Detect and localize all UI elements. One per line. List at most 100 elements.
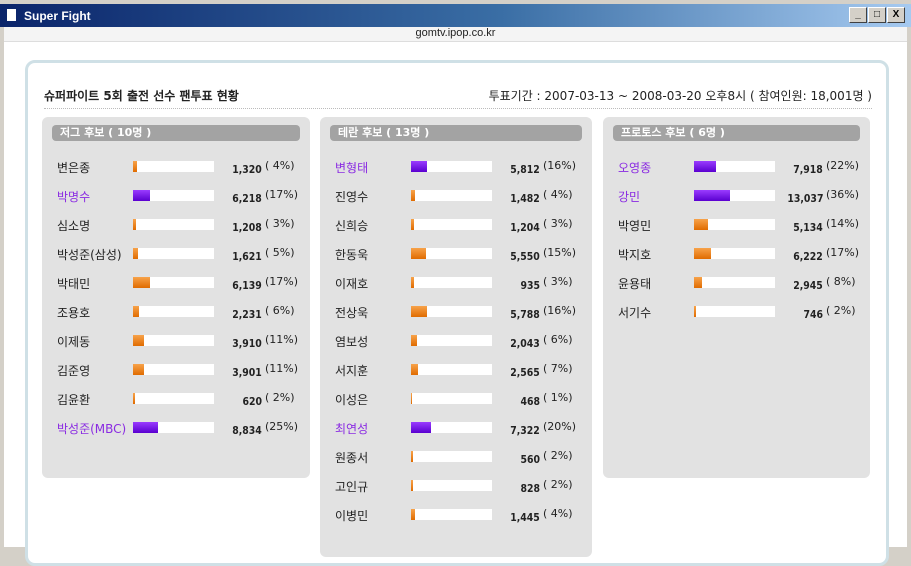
candidate-name[interactable]: 변은종 bbox=[57, 161, 91, 175]
vote-bar-fill bbox=[133, 422, 158, 433]
vote-bar-fill bbox=[694, 277, 702, 288]
candidate-name[interactable]: 이병민 bbox=[335, 509, 369, 523]
candidate-name[interactable]: 원종서 bbox=[335, 451, 369, 465]
candidate-name[interactable]: 박영민 bbox=[618, 219, 652, 233]
vote-bar-fill bbox=[133, 364, 144, 375]
vote-bar bbox=[694, 248, 775, 259]
candidate-name[interactable]: 김윤환 bbox=[57, 393, 91, 407]
vote-count: 3,910 bbox=[232, 337, 262, 350]
vote-bar bbox=[411, 509, 492, 520]
candidate-name[interactable]: 박성준(MBC) bbox=[57, 422, 127, 436]
title-bar: Super Fight _ □ X bbox=[0, 4, 911, 27]
vote-count: 560 bbox=[520, 453, 540, 466]
candidate-name[interactable]: 이성은 bbox=[335, 393, 369, 407]
candidate-name[interactable]: 최연성 bbox=[335, 422, 369, 436]
candidate-row: 전상욱 5,788 (16%) bbox=[335, 302, 585, 322]
vote-count: 2,565 bbox=[510, 366, 540, 379]
vote-bar-fill bbox=[694, 306, 696, 317]
vote-count: 5,788 bbox=[510, 308, 540, 321]
vote-bar-fill bbox=[133, 248, 138, 259]
candidate-name[interactable]: 김준영 bbox=[57, 364, 91, 378]
candidate-row: 한동욱 5,550 (15%) bbox=[335, 244, 585, 264]
vote-count: 6,139 bbox=[232, 279, 262, 292]
vote-percent: ( 6%) bbox=[265, 304, 295, 317]
candidate-row: 진영수 1,482 ( 4%) bbox=[335, 186, 585, 206]
vote-bar-fill bbox=[411, 335, 417, 346]
vote-bar-fill bbox=[133, 190, 150, 201]
vote-bar-fill bbox=[411, 190, 415, 201]
vote-bar-fill bbox=[694, 248, 711, 259]
candidate-name[interactable]: 박성준(삼성) bbox=[57, 248, 122, 262]
candidate-row: 서기수 746 ( 2%) bbox=[618, 302, 868, 322]
vote-percent: ( 5%) bbox=[265, 246, 295, 259]
vote-bar-fill bbox=[133, 219, 136, 230]
vote-count: 1,208 bbox=[232, 221, 262, 234]
candidate-name[interactable]: 윤용태 bbox=[618, 277, 652, 291]
candidate-row: 박태민 6,139 (17%) bbox=[57, 273, 307, 293]
candidate-name[interactable]: 박태민 bbox=[57, 277, 91, 291]
vote-percent: (15%) bbox=[543, 246, 577, 259]
candidate-name[interactable]: 신희승 bbox=[335, 219, 369, 233]
candidate-name[interactable]: 고인규 bbox=[335, 480, 369, 494]
vote-bar bbox=[133, 190, 214, 201]
candidate-name[interactable]: 염보성 bbox=[335, 335, 369, 349]
candidate-name[interactable]: 이재호 bbox=[335, 277, 369, 291]
minimize-button[interactable]: _ bbox=[849, 7, 867, 23]
candidate-name[interactable]: 조용호 bbox=[57, 306, 91, 320]
vote-percent: (14%) bbox=[826, 217, 860, 230]
candidate-name[interactable]: 심소명 bbox=[57, 219, 91, 233]
candidate-name[interactable]: 전상욱 bbox=[335, 306, 369, 320]
vote-bar bbox=[133, 161, 214, 172]
candidate-row: 박성준(MBC) 8,834 (25%) bbox=[57, 418, 307, 438]
candidate-row: 김윤환 620 ( 2%) bbox=[57, 389, 307, 409]
vote-bar bbox=[411, 335, 492, 346]
vote-percent: (16%) bbox=[543, 304, 577, 317]
candidate-name[interactable]: 서기수 bbox=[618, 306, 652, 320]
candidate-name[interactable]: 서지훈 bbox=[335, 364, 369, 378]
candidate-name[interactable]: 박명수 bbox=[57, 190, 91, 204]
vote-percent: ( 4%) bbox=[265, 159, 295, 172]
divider bbox=[44, 108, 872, 109]
vote-percent: ( 1%) bbox=[543, 391, 573, 404]
vote-count: 3,901 bbox=[232, 366, 262, 379]
vote-count: 1,482 bbox=[510, 192, 540, 205]
candidate-row: 변은종 1,320 ( 4%) bbox=[57, 157, 307, 177]
vote-bar bbox=[411, 161, 492, 172]
candidate-name[interactable]: 오영종 bbox=[618, 161, 652, 175]
maximize-button[interactable]: □ bbox=[868, 7, 886, 23]
vote-bar-fill bbox=[411, 393, 412, 404]
vote-count: 8,834 bbox=[232, 424, 262, 437]
candidate-name[interactable]: 박지호 bbox=[618, 248, 652, 262]
vote-count: 13,037 bbox=[786, 192, 823, 205]
terran-panel: 테란 후보 ( 13명 ) 변형태 5,812 (16%) 진영수 1,482 … bbox=[320, 117, 592, 557]
vote-percent: (17%) bbox=[265, 275, 299, 288]
vote-count: 1,204 bbox=[510, 221, 540, 234]
candidate-name[interactable]: 변형태 bbox=[335, 161, 369, 175]
vote-bar-fill bbox=[411, 509, 415, 520]
vote-percent: ( 6%) bbox=[543, 333, 573, 346]
candidate-row: 오영종 7,918 (22%) bbox=[618, 157, 868, 177]
vote-bar bbox=[133, 219, 214, 230]
candidate-name[interactable]: 이제동 bbox=[57, 335, 91, 349]
vote-percent: (17%) bbox=[265, 188, 299, 201]
vote-count: 2,945 bbox=[793, 279, 823, 292]
candidate-row: 신희승 1,204 ( 3%) bbox=[335, 215, 585, 235]
vote-percent: ( 2%) bbox=[543, 478, 573, 491]
vote-bar-fill bbox=[133, 277, 150, 288]
candidate-row: 이병민 1,445 ( 4%) bbox=[335, 505, 585, 525]
vote-count: 5,134 bbox=[793, 221, 823, 234]
vote-percent: (16%) bbox=[543, 159, 577, 172]
vote-bar-fill bbox=[411, 364, 418, 375]
vote-bar-fill bbox=[411, 161, 427, 172]
vote-count: 6,222 bbox=[793, 250, 823, 263]
vote-count: 468 bbox=[520, 395, 540, 408]
candidate-name[interactable]: 강민 bbox=[618, 190, 641, 204]
vote-bar bbox=[411, 393, 492, 404]
vote-bar bbox=[411, 248, 492, 259]
vote-bar bbox=[411, 422, 492, 433]
vote-count: 5,812 bbox=[510, 163, 540, 176]
candidate-name[interactable]: 진영수 bbox=[335, 190, 369, 204]
candidate-name[interactable]: 한동욱 bbox=[335, 248, 369, 262]
vote-percent: ( 3%) bbox=[543, 275, 573, 288]
close-button[interactable]: X bbox=[887, 7, 905, 23]
